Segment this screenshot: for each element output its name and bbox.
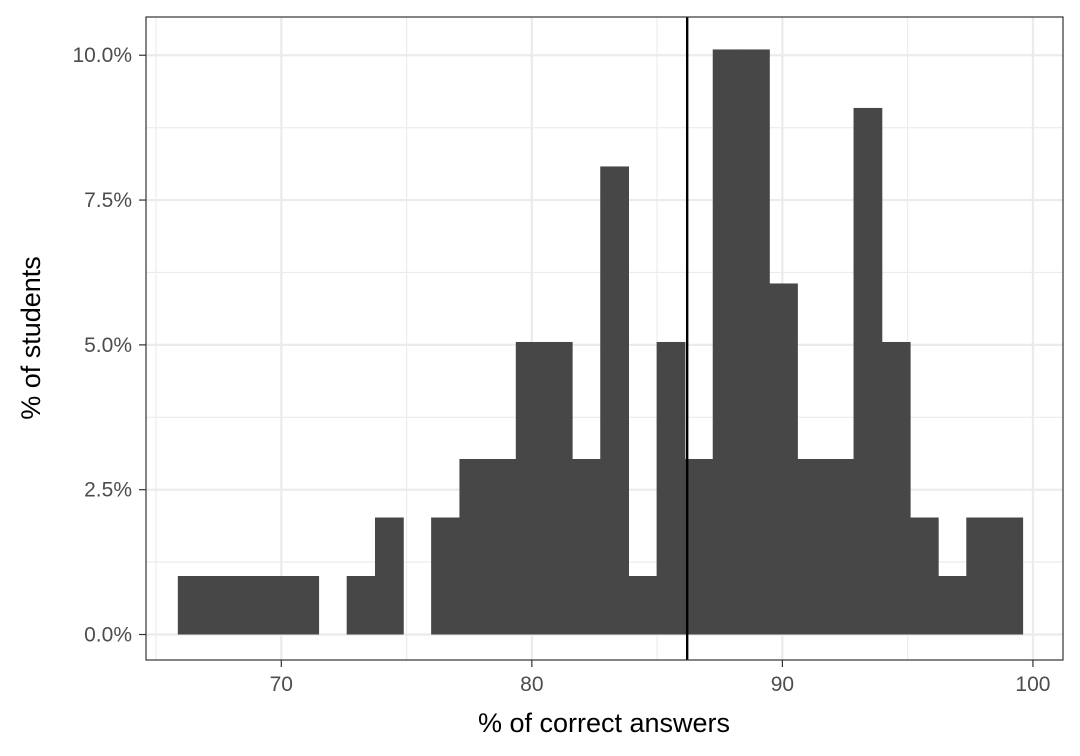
histogram-bar-0 [177,576,207,635]
histogram-bar-18 [684,458,714,635]
histogram-bar-15 [600,166,630,635]
histogram-bar-11 [487,458,517,635]
histogram-bar-24 [853,107,883,635]
histogram-bar-4 [290,576,320,635]
x-tick-label-2: 90 [771,673,794,696]
histogram-bar-1 [205,576,235,635]
x-axis-title: % of correct answers [478,708,730,738]
histogram-bar-6 [346,576,376,635]
histogram-bar-7 [374,517,404,635]
histogram-bar-29 [994,517,1024,635]
histogram-bar-25 [881,341,911,635]
histogram-bar-17 [656,341,686,635]
x-tick-label-3: 100 [1015,673,1050,696]
histogram-bar-2 [234,576,263,635]
histogram-bars [177,49,1024,635]
histogram-bar-13 [543,341,573,635]
histogram-bar-19 [712,49,742,635]
histogram-bar-3 [262,576,292,635]
y-tick-label-4: 10.0% [72,44,132,67]
histogram-bar-16 [628,576,658,635]
y-tick-label-2: 5.0% [84,334,132,357]
histogram-bar-28 [966,517,996,635]
histogram-bar-10 [459,458,489,635]
histogram-bar-21 [769,283,798,635]
axis-ticks [139,54,1034,667]
histogram-bar-12 [515,341,545,635]
panel-border [145,16,1064,661]
histogram-bar-23 [825,458,855,635]
histogram-bar-14 [571,458,601,635]
x-axis-tick-labels: 70 80 90 100 [270,673,1051,696]
x-tick-label-0: 70 [270,673,293,696]
histogram-bar-22 [797,458,827,635]
histogram-bar-20 [741,49,770,635]
y-axis-tick-labels: 0.0% 2.5% 5.0% 7.5% 10.0% [72,44,132,646]
x-tick-label-1: 80 [520,673,543,696]
histogram-bar-26 [909,517,939,635]
histogram-bar-9 [431,517,460,635]
y-tick-label-0: 0.0% [84,624,132,647]
histogram-bar-27 [938,576,967,635]
y-axis-title: % of students [16,256,46,420]
y-tick-label-3: 7.5% [84,189,132,212]
y-tick-label-1: 2.5% [84,479,132,502]
